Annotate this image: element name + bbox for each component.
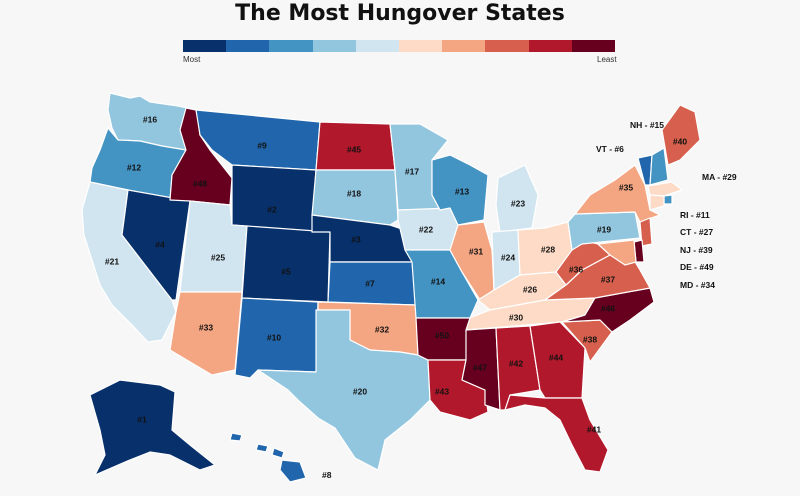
legend-max-label: Least: [597, 55, 617, 64]
state-label-nm: #10: [267, 332, 281, 342]
state-label-ri: RI - #11: [680, 210, 710, 220]
state-label-ca: #21: [105, 256, 119, 266]
state-label-la: #43: [435, 386, 449, 396]
state-label-al: #42: [509, 358, 523, 368]
state-label-nc: #46: [601, 303, 615, 313]
state-label-fl: #41: [587, 424, 601, 434]
state-nh[interactable]: [649, 147, 669, 186]
state-label-mo: #14: [431, 276, 445, 286]
state-label-ga: #44: [549, 352, 563, 362]
map-title: The Most Hungover States: [235, 1, 565, 26]
state-label-ma: MA - #29: [702, 172, 737, 182]
color-legend: [183, 40, 616, 52]
state-label-ne: #3: [351, 234, 361, 244]
state-label-nv: #4: [155, 239, 165, 249]
state-wi[interactable]: [431, 154, 489, 226]
state-ri[interactable]: [663, 194, 673, 205]
state-md[interactable]: [597, 239, 637, 266]
state-nj[interactable]: [639, 217, 653, 247]
state-fl[interactable]: [504, 394, 609, 473]
state-label-id: #48: [193, 178, 207, 188]
state-label-me: #40: [673, 136, 687, 146]
state-label-tx: #20: [353, 386, 367, 396]
state-label-va: #37: [601, 274, 615, 284]
legend-swatch-7: [442, 40, 486, 52]
state-label-mt: #9: [257, 140, 267, 150]
state-label-ny: #35: [619, 182, 633, 192]
legend-swatch-6: [399, 40, 443, 52]
state-label-nd: #45: [347, 144, 361, 154]
state-ct[interactable]: [649, 194, 665, 211]
legend-swatch-1: [183, 40, 227, 52]
state-wy[interactable]: [231, 164, 317, 233]
legend-swatch-2: [226, 40, 270, 52]
state-label-oh: #28: [541, 244, 555, 254]
state-ak[interactable]: [89, 379, 216, 476]
state-label-vt: VT - #6: [596, 144, 624, 154]
state-label-sd: #18: [347, 188, 361, 198]
state-mi[interactable]: [495, 164, 539, 233]
state-label-nh: NH - #15: [630, 120, 664, 130]
state-label-wy: #2: [267, 204, 277, 214]
state-label-in: #24: [501, 252, 515, 262]
state-label-de: DE - #49: [680, 262, 714, 272]
legend-swatch-3: [269, 40, 313, 52]
state-label-ar: #50: [435, 330, 449, 340]
state-label-wi: #13: [455, 186, 469, 196]
state-hi[interactable]: [229, 432, 307, 483]
legend-min-label: Most: [183, 55, 201, 64]
state-label-ia: #22: [419, 224, 433, 234]
state-ny[interactable]: [574, 164, 661, 223]
state-label-ct: CT - #27: [680, 227, 713, 237]
state-label-co: #5: [281, 266, 291, 276]
state-sd[interactable]: [311, 169, 399, 226]
state-label-ks: #7: [365, 278, 375, 288]
state-ma[interactable]: [647, 181, 683, 197]
state-label-ok: #32: [375, 324, 389, 334]
state-label-mi: #23: [511, 198, 525, 208]
legend-swatch-8: [485, 40, 529, 52]
legend-swatch-4: [312, 40, 356, 52]
legend-swatch-5: [355, 40, 400, 52]
state-label-nj: NJ - #39: [680, 245, 713, 255]
state-label-ak: #1: [137, 414, 147, 424]
state-label-ms: #47: [473, 362, 487, 372]
state-label-hi: #8: [322, 470, 332, 480]
state-label-pa: #19: [597, 224, 611, 234]
state-az[interactable]: [169, 291, 243, 376]
state-label-ky: #26: [523, 284, 537, 294]
state-me[interactable]: [661, 104, 701, 166]
state-label-il: #31: [469, 246, 483, 256]
state-tx[interactable]: [257, 309, 431, 471]
state-label-mn: #17: [405, 166, 419, 176]
state-label-tn: #30: [509, 312, 523, 322]
state-label-md: MD - #34: [680, 280, 715, 290]
legend-swatch-9: [528, 40, 572, 52]
legend-swatch-10: [571, 40, 616, 52]
state-co[interactable]: [241, 225, 331, 303]
state-label-or: #12: [127, 162, 141, 172]
state-label-sc: #38: [583, 334, 597, 344]
state-label-ut: #25: [211, 252, 225, 262]
state-label-wv: #36: [569, 264, 583, 274]
state-label-wa: #16: [143, 114, 157, 124]
state-label-az: #33: [199, 322, 213, 332]
